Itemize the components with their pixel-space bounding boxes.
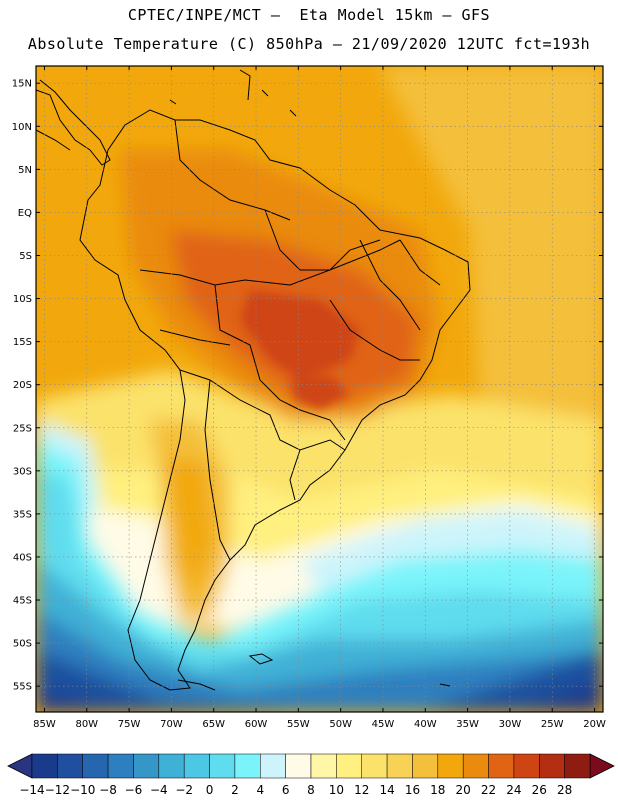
colorbar-swatch xyxy=(158,753,185,779)
colorbar-label: −4 xyxy=(150,783,168,797)
title-line-1: CPTEC/INPE/MCT – Eta Model 15km – GFS xyxy=(127,6,491,24)
colorbar-label: 4 xyxy=(256,783,264,797)
colorbar-label: −8 xyxy=(99,783,117,797)
colorbar-label: −14 xyxy=(19,783,44,797)
map-frame xyxy=(35,65,604,713)
lon-label: 70W xyxy=(160,719,183,730)
lon-label: 35W xyxy=(456,719,479,730)
colorbar-label: 14 xyxy=(379,783,394,797)
colorbar-swatch xyxy=(488,753,515,779)
colorbar-swatch xyxy=(513,753,540,779)
colorbar-swatch xyxy=(209,753,236,779)
lon-label: 60W xyxy=(245,719,268,730)
colorbar-label: 6 xyxy=(282,783,290,797)
lat-label: 40S xyxy=(13,552,32,563)
colorbar-label: 18 xyxy=(430,783,445,797)
lat-label: 10S xyxy=(13,294,32,305)
colorbar-label: 22 xyxy=(481,783,496,797)
colorbar-swatch xyxy=(361,753,388,779)
graticule xyxy=(36,66,603,712)
lon-label: 65W xyxy=(202,719,225,730)
colorbar-over-arrow xyxy=(589,753,615,779)
lon-label: 25W xyxy=(541,719,564,730)
lat-label: 30S xyxy=(13,466,32,477)
colorbar-label: 16 xyxy=(405,783,420,797)
lat-label: 15N xyxy=(12,79,32,90)
lat-label: EQ xyxy=(18,208,32,219)
lon-label: 80W xyxy=(75,719,98,730)
colorbar-swatch xyxy=(107,753,134,779)
colorbar-swatch xyxy=(285,753,312,779)
colorbar: −14 −12 −10 −8 −6 −4 −2 0 2 4 6 8 10 12 14 16 18 20 22 24 26… xyxy=(7,753,615,797)
colorbar-swatch xyxy=(260,753,286,779)
lat-label: 5N xyxy=(18,165,32,176)
lat-label: 55S xyxy=(13,682,32,693)
lon-label: 20W xyxy=(583,719,606,730)
lat-label: 50S xyxy=(13,639,32,650)
colorbar-swatch xyxy=(539,753,565,779)
colorbar-label: 8 xyxy=(307,783,315,797)
colorbar-label: 2 xyxy=(231,783,239,797)
colorbar-under-arrow xyxy=(7,753,33,779)
colorbar-label: 0 xyxy=(206,783,214,797)
colorbar-swatch xyxy=(462,753,489,779)
colorbar-swatch xyxy=(57,753,83,779)
lat-label: 10N xyxy=(12,122,32,133)
colorbar-swatch xyxy=(564,753,591,779)
colorbar-swatch xyxy=(336,753,362,779)
colorbar-swatch xyxy=(31,753,58,779)
lon-label: 85W xyxy=(33,719,56,730)
colorbar-swatch xyxy=(183,753,210,779)
colorbar-label: 12 xyxy=(354,783,369,797)
lat-label: 35S xyxy=(13,509,32,520)
lon-label: 55W xyxy=(287,719,310,730)
lat-label: 15S xyxy=(13,337,32,348)
lon-label: 75W xyxy=(118,719,141,730)
lon-label: 40W xyxy=(414,719,437,730)
colorbar-label: 24 xyxy=(506,783,521,797)
lon-label: 45W xyxy=(372,719,395,730)
lat-label: 5S xyxy=(19,251,32,262)
colorbar-swatch xyxy=(234,753,261,779)
colorbar-swatch xyxy=(82,753,109,779)
colorbar-label: 20 xyxy=(456,783,471,797)
colorbar-swatch xyxy=(133,753,160,779)
temperature-field xyxy=(36,66,603,712)
title-line-2: Absolute Temperature (C) 850hPa – 21/09/… xyxy=(27,35,591,53)
axis-ticks: 15N 10N 5N EQ 5S 10S 15S 20S 25S 30S 35S 40S 45S 50S 5… xyxy=(12,66,606,730)
colorbar-label: −2 xyxy=(175,783,193,797)
colorbar-label: 10 xyxy=(329,783,344,797)
lon-label: 30W xyxy=(499,719,522,730)
colorbar-swatch xyxy=(437,753,464,779)
colorbar-label: −10 xyxy=(70,783,95,797)
colorbar-swatch xyxy=(412,753,439,779)
colorbar-swatch xyxy=(386,753,413,779)
lon-label: 50W xyxy=(329,719,352,730)
coastlines xyxy=(36,69,471,691)
lat-label: 45S xyxy=(13,596,32,607)
colorbar-swatch xyxy=(310,753,337,779)
lat-label: 20S xyxy=(13,380,32,391)
lat-label: 25S xyxy=(13,423,32,434)
colorbar-label: 28 xyxy=(557,783,572,797)
colorbar-label: 26 xyxy=(532,783,547,797)
colorbar-label: −6 xyxy=(125,783,143,797)
colorbar-label: −12 xyxy=(45,783,70,797)
